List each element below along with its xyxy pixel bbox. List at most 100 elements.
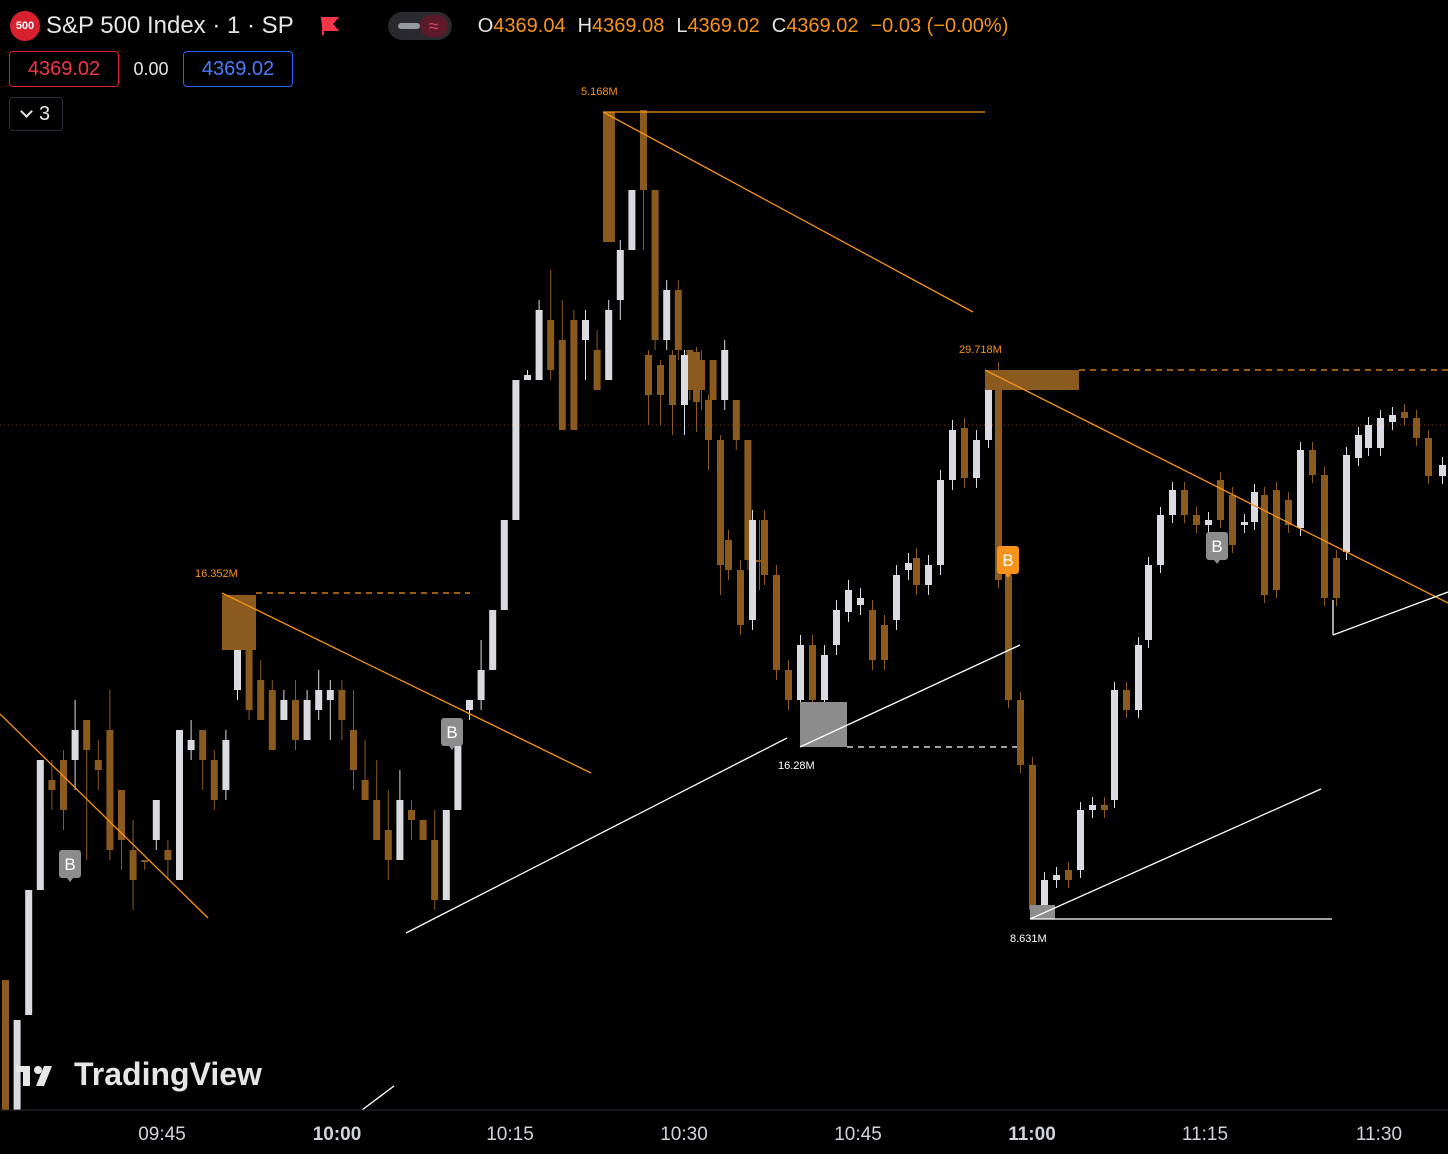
candle-body: [164, 850, 172, 860]
candle-body: [881, 625, 888, 660]
candle-body: [1181, 490, 1188, 515]
candle-body: [292, 700, 299, 740]
candle-body: [773, 575, 780, 670]
candle-body: [717, 440, 724, 565]
resistance-trendline: [984, 369, 1448, 604]
open-label: O: [477, 14, 494, 37]
spread-value: 0.00: [133, 58, 169, 79]
candle-body: [535, 310, 543, 380]
marker-label: B: [1211, 537, 1222, 556]
candle-body: [326, 690, 334, 700]
marker-label: B: [64, 855, 75, 874]
candle-body: [663, 290, 671, 340]
buy-price-button[interactable]: 4369.02: [183, 51, 293, 87]
line-mode-icon[interactable]: [397, 23, 420, 29]
candle-body: [1285, 500, 1292, 525]
candle-body: [199, 730, 207, 760]
high-value: 4369.08: [592, 14, 665, 37]
candle-body: [489, 610, 497, 670]
candle-body: [893, 575, 900, 620]
candle-body: [1123, 690, 1130, 710]
candle-body: [616, 250, 624, 300]
candle-body: [593, 350, 601, 390]
candle-body: [605, 310, 613, 380]
candle-body: [106, 730, 114, 850]
x-axis-tick-label: 11:15: [1182, 1124, 1228, 1145]
candle-body: [809, 645, 816, 700]
candle-body: [857, 598, 864, 605]
candle-body: [961, 428, 968, 478]
x-axis-tick-label: 09:45: [138, 1124, 186, 1145]
flag-icon[interactable]: [318, 15, 340, 37]
candle-body: [1321, 475, 1328, 598]
candle-body: [442, 810, 450, 900]
support-trendline: [1332, 591, 1448, 636]
candle-body: [705, 400, 712, 440]
candle-body: [1029, 765, 1036, 910]
wave-mode-icon[interactable]: ≈: [419, 15, 448, 37]
candle-body: [71, 730, 79, 760]
candle-body: [25, 890, 33, 1015]
volume-label: 16.352M: [195, 568, 238, 580]
candle-body: [756, 560, 763, 562]
volume-label: 8.631M: [1010, 933, 1047, 945]
candle-body: [1297, 450, 1304, 528]
candle-body: [1309, 450, 1316, 475]
candle-body: [60, 760, 67, 810]
candle-body: [582, 320, 589, 340]
candle-body: [645, 355, 652, 395]
marker-shape: [997, 546, 1019, 578]
candle-body: [83, 720, 91, 750]
demand-zone-box: [800, 702, 847, 747]
x-axis-tick-label: 10:00: [313, 1124, 362, 1145]
candle-body: [1377, 418, 1384, 448]
candle-body: [845, 590, 852, 612]
candle-body: [280, 700, 288, 720]
candle-body: [1135, 645, 1142, 710]
candle-body: [152, 800, 160, 840]
buy-signal-marker[interactable]: B: [59, 850, 81, 882]
candle-body: [210, 760, 218, 800]
candle-body: [1053, 875, 1060, 880]
candle-body: [732, 400, 740, 440]
candle-body: [466, 700, 473, 710]
buy-signal-marker[interactable]: B: [997, 546, 1019, 578]
buy-signal-marker[interactable]: B: [441, 718, 463, 750]
candle-body: [698, 360, 705, 390]
symbol-badge[interactable]: 500: [10, 11, 40, 41]
symbol-title[interactable]: S&P 500 Index · 1 · SP: [46, 12, 294, 39]
candle-body: [1241, 522, 1248, 525]
candle-body: [558, 340, 566, 430]
candle-body: [651, 190, 659, 340]
x-axis-tick-label: 11:30: [1356, 1124, 1402, 1145]
support-trendline: [1029, 788, 1322, 920]
candle-body: [1169, 490, 1176, 515]
candle-body: [384, 830, 392, 860]
indicators-count: 3: [38, 102, 51, 125]
candle-body: [141, 860, 149, 862]
candle-body: [431, 840, 439, 900]
sell-price-button[interactable]: 4369.02: [9, 51, 119, 87]
candle-body: [785, 670, 792, 700]
candle-body: [419, 820, 427, 840]
candle-body: [477, 670, 485, 700]
buy-signal-marker[interactable]: B: [1206, 532, 1228, 564]
change-value: −0.03 (−0.00%): [870, 14, 1009, 37]
supply-zone-box: [222, 595, 256, 650]
candle-body: [640, 110, 647, 190]
chevron-down-icon: [20, 105, 33, 118]
candle-body: [797, 645, 804, 700]
candle-body: [709, 360, 717, 400]
chart-mode-toggle[interactable]: ≈: [387, 12, 452, 40]
candle-body: [995, 370, 1002, 580]
candle-body: [1089, 805, 1096, 810]
candle-body: [669, 355, 676, 405]
candle-body: [512, 380, 520, 520]
candle-body: [693, 352, 700, 402]
candle-body: [749, 520, 756, 620]
indicators-collapse-button[interactable]: 3: [9, 97, 63, 131]
candle-body: [1413, 418, 1420, 438]
candle-body: [681, 355, 688, 405]
close-value: 4369.02: [786, 14, 859, 37]
